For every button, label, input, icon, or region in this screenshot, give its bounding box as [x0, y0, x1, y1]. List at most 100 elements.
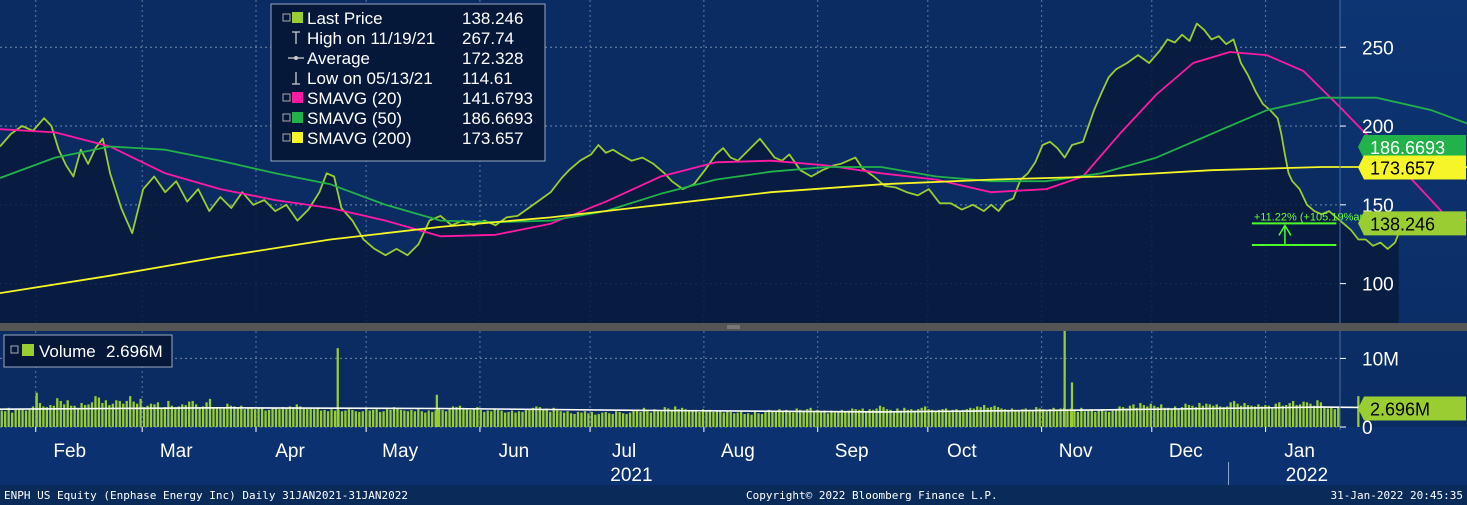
volume-bar [1118, 406, 1121, 427]
volume-bar [958, 411, 962, 427]
legend-item-label: High on 11/19/21 [307, 29, 435, 48]
volume-bar [344, 410, 347, 427]
low-marker-icon [292, 72, 300, 85]
legend-item[interactable]: SMAVG (200) 173.657 [282, 129, 523, 148]
volume-bar [1191, 405, 1194, 427]
volume-bar [760, 413, 764, 427]
volume-bar [969, 407, 972, 427]
volume-bar [0, 410, 3, 427]
volume-bar [1142, 405, 1145, 427]
volume-bar [42, 406, 45, 427]
average-marker-dot [294, 56, 298, 60]
volume-bar [729, 411, 732, 427]
volume-bar [1264, 405, 1267, 427]
volume-bar [795, 408, 798, 427]
volume-bar [163, 407, 167, 427]
volume-bar [528, 409, 531, 427]
volume-legend-value: 2.696M [106, 342, 163, 361]
legend-item[interactable]: SMAVG (20) 141.6793 [282, 89, 533, 108]
volume-bar [1302, 401, 1305, 427]
volume-bar [1274, 403, 1277, 427]
volume-bar [483, 411, 486, 427]
volume-bar [858, 409, 861, 427]
legend-item[interactable]: Last Price 138.246 [282, 9, 523, 28]
volume-bar [132, 401, 135, 427]
volume-bar [1226, 406, 1229, 427]
volume-bar [889, 409, 892, 427]
legend-item[interactable]: Average 172.328 [288, 49, 523, 68]
volume-bar [104, 400, 108, 427]
volume-bar [7, 407, 10, 427]
volume-bar [583, 411, 587, 427]
volume-bar [257, 408, 260, 427]
volume-bar [1094, 411, 1097, 427]
volume-bar [375, 409, 378, 427]
volume-bar [431, 411, 434, 427]
volume-legend-label: Volume [39, 342, 96, 361]
volume-bar [736, 412, 739, 427]
volume-legend[interactable]: Volume 2.696M [3, 334, 173, 368]
volume-bar [358, 411, 361, 427]
legend-item[interactable]: Low on 05/13/21 114.61 [292, 69, 513, 88]
volume-bar [1257, 404, 1260, 427]
volume-bar [549, 411, 552, 427]
volume-bar-spike [336, 348, 339, 427]
volume-bar [941, 409, 944, 427]
volume-bar [972, 408, 975, 427]
volume-bar [264, 410, 267, 427]
volume-bar [208, 398, 212, 427]
volume-bar [1139, 403, 1142, 427]
last-value-tag-shape [1358, 155, 1466, 180]
high-marker-icon [292, 31, 300, 44]
footer-ticker: ENPH US Equity (Enphase Energy Inc) Dail… [4, 489, 408, 502]
month-tick-label: Jun [499, 441, 530, 462]
volume-bar [236, 408, 239, 427]
volume-bar [642, 407, 646, 427]
volume-panel [0, 331, 1340, 427]
volume-bar [448, 408, 451, 427]
volume-bar [73, 405, 76, 427]
legend-toggle-icon[interactable] [282, 113, 291, 122]
legend-toggle-icon[interactable] [282, 93, 291, 102]
month-tick-label: Feb [53, 441, 86, 462]
panel-divider[interactable] [0, 323, 1467, 331]
volume-bar [1253, 406, 1257, 427]
volume-bar [267, 409, 271, 427]
volume-bar [125, 400, 128, 427]
volume-bar [254, 409, 257, 427]
last-value-tag: 186.6693 [1358, 135, 1466, 160]
volume-bar [1128, 405, 1132, 427]
volume-bar [1271, 407, 1274, 427]
month-tick-label: Jul [612, 441, 636, 462]
volume-bar [14, 409, 17, 427]
volume-bar [427, 410, 430, 427]
legend-item[interactable]: SMAVG (50) 186.6693 [282, 109, 533, 128]
last-value-tag: 138.246 [1358, 211, 1466, 236]
legend-item[interactable]: High on 11/19/21 267.74 [292, 29, 514, 48]
volume-bar [913, 410, 916, 427]
volume-bar [774, 411, 778, 427]
volume-bar [1045, 410, 1048, 427]
volume-bar [399, 409, 403, 427]
volume-bar [823, 410, 826, 427]
volume-bar [1104, 411, 1107, 427]
legend-toggle-icon[interactable] [282, 13, 291, 22]
volume-y-axis: 10M 0 [1340, 349, 1399, 439]
volume-bar [70, 405, 73, 427]
volume-bar [167, 400, 170, 427]
volume-bar [1167, 407, 1170, 427]
volume-bar [778, 409, 781, 427]
legend-toggle-icon[interactable] [10, 345, 19, 354]
volume-bar [31, 406, 35, 427]
volume-bar [854, 409, 857, 427]
volume-bar [149, 403, 153, 427]
volume-bar [979, 407, 982, 427]
volume-bar [663, 407, 666, 427]
volume-bar [309, 407, 312, 427]
volume-bar [646, 411, 649, 427]
series-line-last-price [0, 22, 1400, 257]
legend-toggle-icon[interactable] [282, 133, 291, 142]
volume-bar [545, 408, 548, 427]
